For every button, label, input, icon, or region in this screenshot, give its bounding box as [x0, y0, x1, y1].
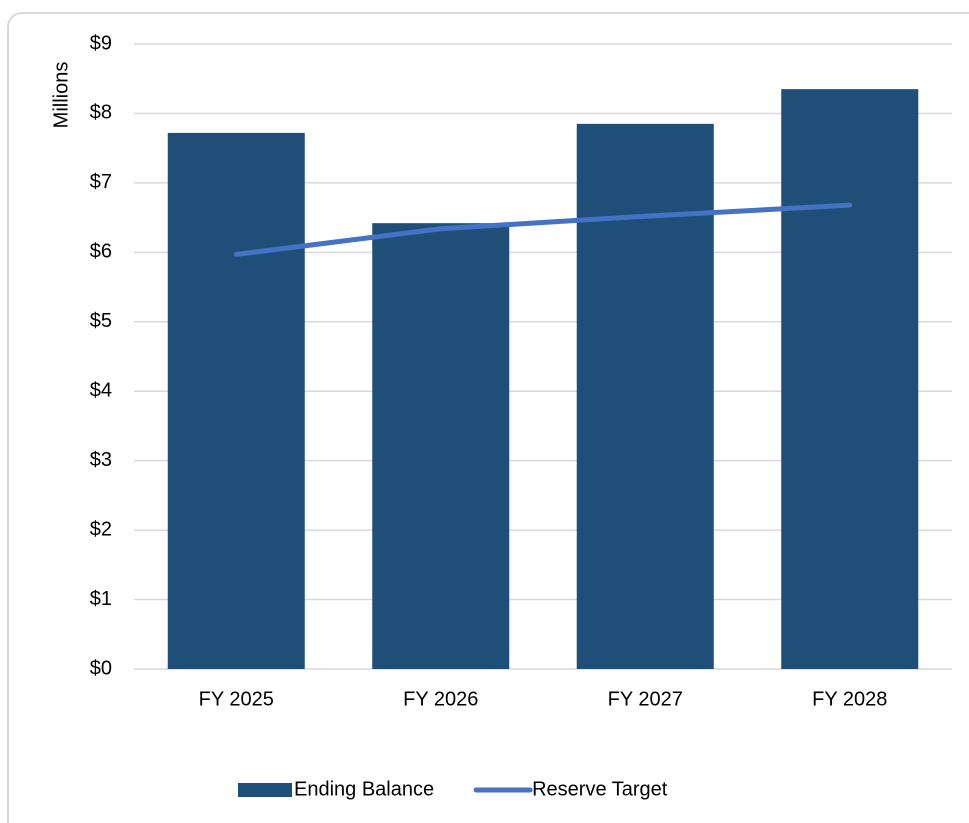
y-tick-label: $9 — [90, 32, 112, 54]
legend-label: Ending Balance — [294, 778, 434, 800]
y-tick-label: $8 — [90, 102, 112, 124]
y-tick-label: $3 — [90, 449, 112, 471]
x-tick-label: FY 2025 — [199, 688, 274, 710]
y-axis-label: Millions — [50, 62, 72, 129]
x-tick-label: FY 2026 — [403, 688, 478, 710]
y-tick-label: $5 — [90, 310, 112, 332]
x-tick-label: FY 2028 — [812, 688, 887, 710]
y-tick-label: $0 — [90, 657, 112, 679]
y-tick-label: $7 — [90, 171, 112, 193]
x-tick-label: FY 2027 — [608, 688, 683, 710]
bar — [781, 89, 919, 669]
y-tick-label: $6 — [90, 241, 112, 263]
legend-swatch — [238, 783, 292, 797]
bar — [372, 223, 510, 669]
line — [233, 202, 853, 257]
y-tick-label: $4 — [90, 380, 112, 402]
y-tick-label: $1 — [90, 588, 112, 610]
legend-label: Reserve Target — [532, 778, 668, 800]
bar — [576, 123, 714, 670]
y-tick-label: $2 — [90, 518, 112, 540]
bar — [167, 132, 305, 669]
